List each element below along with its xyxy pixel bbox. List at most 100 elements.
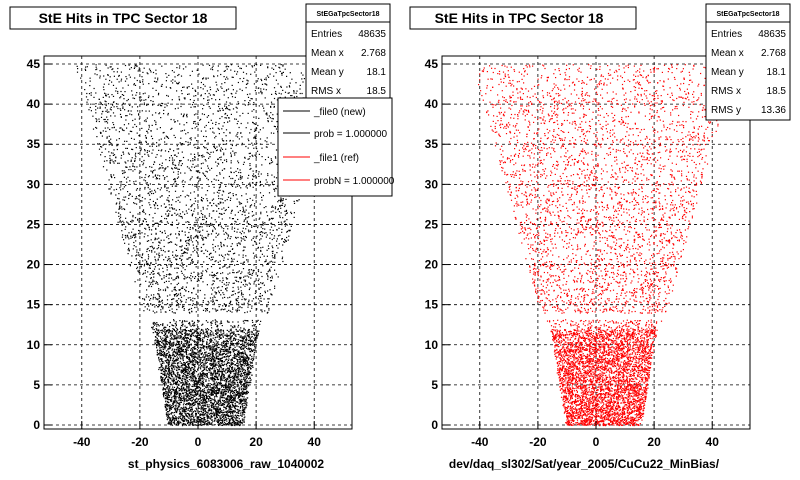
data-point xyxy=(277,83,279,85)
data-point xyxy=(168,422,170,424)
data-point xyxy=(86,101,88,103)
data-point xyxy=(205,373,207,375)
data-point xyxy=(141,254,143,256)
data-point xyxy=(232,307,234,309)
data-point xyxy=(225,159,228,161)
data-point xyxy=(250,167,252,170)
data-point xyxy=(143,120,146,122)
data-point xyxy=(152,176,154,178)
data-point xyxy=(156,204,159,207)
data-point xyxy=(236,272,238,274)
data-point xyxy=(253,83,255,85)
data-point xyxy=(229,392,231,394)
data-point xyxy=(145,218,147,220)
data-point xyxy=(220,393,223,395)
data-point xyxy=(210,371,212,373)
data-point xyxy=(128,243,130,245)
data-point xyxy=(146,308,148,310)
data-point xyxy=(275,90,277,93)
data-point xyxy=(180,299,182,301)
data-point xyxy=(246,222,248,224)
data-point xyxy=(227,297,229,299)
data-point xyxy=(190,192,192,194)
data-point xyxy=(182,179,184,182)
data-point xyxy=(271,206,273,208)
data-point xyxy=(247,368,249,370)
data-point xyxy=(179,240,182,242)
data-point xyxy=(189,312,191,314)
data-point xyxy=(225,108,227,110)
data-point xyxy=(125,226,127,228)
data-point xyxy=(181,151,183,153)
data-point xyxy=(159,230,161,232)
data-point xyxy=(168,352,170,354)
data-point xyxy=(193,95,195,97)
data-point xyxy=(249,152,251,154)
data-point xyxy=(175,277,178,279)
data-point xyxy=(263,255,265,257)
data-point xyxy=(109,161,111,164)
data-point xyxy=(205,160,207,162)
data-point xyxy=(104,121,106,123)
data-point xyxy=(203,385,205,387)
data-point xyxy=(163,383,165,385)
data-point xyxy=(106,137,108,139)
data-point xyxy=(227,341,229,343)
data-point xyxy=(194,369,196,371)
data-point xyxy=(204,215,206,217)
data-point xyxy=(193,325,195,327)
data-point xyxy=(207,359,209,361)
data-point xyxy=(121,128,123,130)
data-point xyxy=(161,351,163,353)
data-point xyxy=(272,217,274,219)
data-point xyxy=(189,179,191,181)
data-point xyxy=(202,370,204,372)
data-point xyxy=(149,273,151,275)
data-point xyxy=(210,324,212,326)
data-point xyxy=(246,199,248,201)
data-point xyxy=(139,211,141,214)
data-point xyxy=(236,231,238,233)
data-point xyxy=(248,364,250,366)
data-point xyxy=(201,200,203,202)
data-point xyxy=(222,400,224,402)
data-point xyxy=(135,258,137,260)
data-point xyxy=(208,64,211,66)
data-point xyxy=(105,93,107,95)
data-point xyxy=(222,424,224,426)
data-point xyxy=(130,237,132,239)
data-point xyxy=(191,406,193,408)
data-point xyxy=(193,391,195,394)
data-point xyxy=(122,129,124,131)
data-point xyxy=(158,168,160,170)
data-point xyxy=(203,388,205,390)
data-point xyxy=(187,276,189,278)
data-point xyxy=(169,294,171,296)
data-point xyxy=(224,389,226,391)
data-point xyxy=(257,270,260,273)
data-point xyxy=(130,235,132,237)
data-point xyxy=(215,274,217,277)
data-point xyxy=(115,90,117,92)
data-point xyxy=(238,354,240,356)
data-point xyxy=(126,78,128,80)
data-point xyxy=(95,103,97,105)
data-point xyxy=(250,73,252,75)
data-point xyxy=(214,251,217,253)
data-point xyxy=(200,163,202,165)
data-point xyxy=(122,106,124,108)
data-point xyxy=(187,239,189,241)
data-point xyxy=(230,162,232,164)
data-point xyxy=(161,368,163,370)
data-point xyxy=(187,249,189,251)
data-point xyxy=(236,198,238,200)
data-point xyxy=(152,87,154,89)
data-point xyxy=(243,386,245,388)
data-point xyxy=(188,244,190,246)
data-point xyxy=(192,163,194,165)
data-point xyxy=(263,284,265,286)
data-point xyxy=(231,371,233,373)
data-point xyxy=(168,423,170,425)
data-point xyxy=(206,250,209,252)
data-point xyxy=(140,171,142,173)
